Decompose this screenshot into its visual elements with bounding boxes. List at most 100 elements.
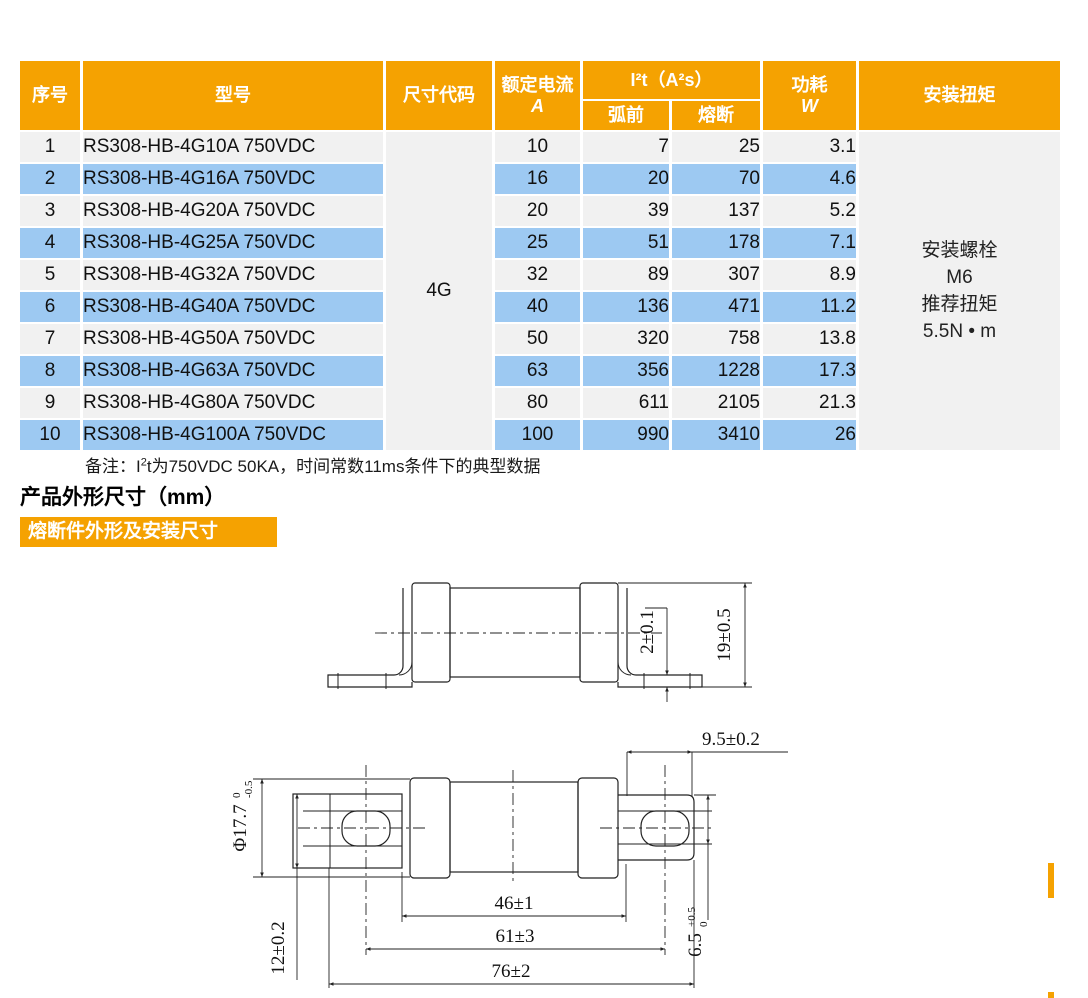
cell-pre-arc: 356 [583, 356, 669, 386]
cell-index: 10 [20, 420, 80, 450]
table-row: 9 RS308-HB-4G80A 750VDC 80 611 2105 21.3 [20, 388, 1060, 418]
cell-current: 100 [495, 420, 580, 450]
dim-tab-label: 9.5±0.2 [702, 729, 760, 750]
table-footnote: 备注：I2t为750VDC 50KA，时间常数11ms条件下的典型数据 [85, 452, 540, 477]
cell-melt: 471 [672, 292, 760, 322]
footnote-superscript: 2 [140, 456, 147, 469]
dim-diameter-tol-upper: 0 [231, 792, 243, 798]
cell-pre-arc: 39 [583, 196, 669, 226]
side-fuse-body [449, 587, 581, 678]
dim-hole-offset-tol-lower: 0 [698, 921, 710, 927]
cell-model: RS308-HB-4G50A 750VDC [83, 324, 383, 354]
cell-index: 1 [20, 132, 80, 162]
cell-pre-arc: 611 [583, 388, 669, 418]
cell-melt: 307 [672, 260, 760, 290]
dim-overall-label: 76±2 [492, 961, 531, 982]
cell-model: RS308-HB-4G32A 750VDC [83, 260, 383, 290]
torque-line: 5.5N • m [922, 321, 997, 342]
cell-index: 2 [20, 164, 80, 194]
dimension-drawings: 2±0.1 19±0.5 [230, 582, 788, 988]
dim-body-length-label: 46±1 [495, 893, 534, 914]
header-power-unit: W [801, 95, 818, 116]
table-row: 8 RS308-HB-4G63A 750VDC 63 356 1228 17.3 [20, 356, 1060, 386]
cell-torque: 安装螺栓 M6 推荐扭矩 5.5N • m [859, 132, 1060, 450]
side-view-drawing: 2±0.1 19±0.5 [327, 582, 752, 702]
cell-power: 17.3 [763, 356, 856, 386]
footnote-text: 备注：I [85, 457, 141, 476]
cell-model: RS308-HB-4G20A 750VDC [83, 196, 383, 226]
cell-model: RS308-HB-4G40A 750VDC [83, 292, 383, 322]
header-i2t: I²t（A²s） [583, 61, 760, 99]
dim-diameter-value: Φ17.7 [230, 804, 251, 851]
page-edge-mark [1048, 992, 1054, 998]
cell-current: 32 [495, 260, 580, 290]
cell-melt: 70 [672, 164, 760, 194]
table-row: 1 RS308-HB-4G10A 750VDC 4G 10 7 25 3.1 安… [20, 132, 1060, 450]
cell-index: 3 [20, 196, 80, 226]
header-size-code: 尺寸代码 [386, 61, 492, 130]
header-rated-current-unit: A [531, 95, 544, 116]
cell-melt: 2105 [672, 388, 760, 418]
side-left-terminal [327, 588, 413, 688]
cell-melt: 137 [672, 196, 760, 226]
cell-melt: 1228 [672, 356, 760, 386]
cell-current: 80 [495, 388, 580, 418]
table-row: 7 RS308-HB-4G50A 750VDC 50 320 758 13.8 [20, 324, 1060, 354]
cell-power: 5.2 [763, 196, 856, 226]
header-torque: 安装扭矩 [859, 61, 1060, 130]
fuse-spec-table: 序号 型号 尺寸代码 额定电流 A I²t（A²s） 功耗 W 安装扭矩 弧前 … [17, 59, 1063, 452]
table-row: 10 RS308-HB-4G100A 750VDC 100 990 3410 2… [20, 420, 1060, 450]
cell-power: 26 [763, 420, 856, 450]
dim-height-label: 19±0.5 [714, 608, 735, 661]
dim-plate-width-label: 12±0.2 [268, 921, 289, 974]
header-rated-current-line1: 额定电流 [501, 74, 574, 95]
table-row: 3 RS308-HB-4G20A 750VDC 20 39 137 5.2 [20, 196, 1060, 226]
cell-current: 16 [495, 164, 580, 194]
dim-hole-offset-value: 6.5 [685, 933, 706, 957]
subsection-banner: 熔断件外形及安装尺寸 [20, 517, 277, 547]
cell-model: RS308-HB-4G16A 750VDC [83, 164, 383, 194]
cell-current: 25 [495, 228, 580, 258]
cell-model: RS308-HB-4G63A 750VDC [83, 356, 383, 386]
cell-melt: 758 [672, 324, 760, 354]
torque-line: 安装螺栓 [921, 240, 998, 261]
cell-index: 5 [20, 260, 80, 290]
side-right-terminal [617, 588, 703, 688]
cell-melt: 25 [672, 132, 760, 162]
cell-index: 4 [20, 228, 80, 258]
cell-pre-arc: 136 [583, 292, 669, 322]
cell-power: 11.2 [763, 292, 856, 322]
cell-pre-arc: 990 [583, 420, 669, 450]
top-view-drawing: Φ17.7 0 -0.5 12±0.2 9.5±0.2 6.5 +0.5 0 [230, 729, 788, 988]
footnote-text: t为750VDC 50KA，时间常数11ms条件下的典型数据 [146, 457, 541, 476]
dim-hole-offset-tol-upper: +0.5 [686, 907, 698, 927]
torque-line: M6 [946, 267, 973, 288]
dim-hole-distance-label: 61±3 [496, 926, 535, 947]
cell-melt: 178 [672, 228, 760, 258]
dim-diameter-label: Φ17.7 0 -0.5 [230, 780, 255, 851]
header-rated-current: 额定电流 A [495, 61, 580, 130]
cell-index: 9 [20, 388, 80, 418]
cell-model: RS308-HB-4G100A 750VDC [83, 420, 383, 450]
section-title: 产品外形尺寸（mm） [20, 486, 226, 509]
cell-current: 20 [495, 196, 580, 226]
table-row: 5 RS308-HB-4G32A 750VDC 32 89 307 8.9 [20, 260, 1060, 290]
side-right-bend-inner-arc [617, 661, 632, 676]
side-left-cap [411, 582, 451, 683]
top-fuse-body [449, 781, 579, 873]
page-edge-mark [1048, 863, 1054, 898]
cell-current: 50 [495, 324, 580, 354]
cell-model: RS308-HB-4G10A 750VDC [83, 132, 383, 162]
header-melt: 熔断 [672, 101, 760, 130]
table-row: 6 RS308-HB-4G40A 750VDC 40 136 471 11.2 [20, 292, 1060, 322]
cell-pre-arc: 20 [583, 164, 669, 194]
dim-hole-offset-label: 6.5 +0.5 0 [685, 907, 710, 957]
cell-power: 7.1 [763, 228, 856, 258]
header-model: 型号 [83, 61, 383, 130]
cell-model: RS308-HB-4G80A 750VDC [83, 388, 383, 418]
cell-power: 4.6 [763, 164, 856, 194]
header-power-line1: 功耗 [791, 74, 828, 95]
header-pre-arc: 弧前 [583, 101, 669, 130]
cell-melt: 3410 [672, 420, 760, 450]
